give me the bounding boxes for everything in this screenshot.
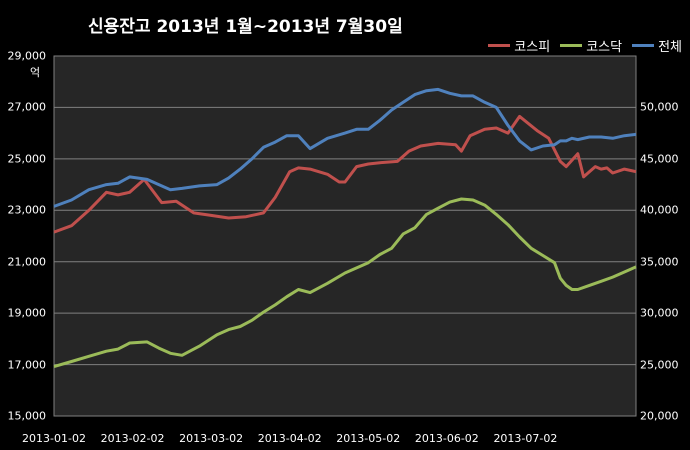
legend-item-kospi: 코스피 bbox=[488, 36, 550, 55]
left-axis-tick-label: 19,000 bbox=[7, 306, 47, 320]
x-axis-tick-label: 2013-02-02 bbox=[100, 432, 165, 445]
left-axis-tick-label: 25,000 bbox=[7, 152, 47, 166]
x-axis-tick-label: 2013-06-02 bbox=[414, 432, 479, 445]
right-axis-tick-label: 35,000 bbox=[640, 255, 679, 269]
x-axis-tick-label: 2013-03-02 bbox=[179, 432, 244, 445]
legend-label-total: 전체 bbox=[658, 40, 682, 55]
legend-item-kosdaq: 코스닥 bbox=[560, 36, 622, 55]
legend-label-kosdaq: 코스닥 bbox=[586, 40, 623, 55]
right-axis-tick-label: 20,000 bbox=[640, 409, 679, 423]
legend-swatch-kospi bbox=[488, 44, 511, 47]
x-axis-tick-label: 2013-07-02 bbox=[493, 432, 558, 445]
right-axis-tick-label: 45,000 bbox=[640, 152, 679, 166]
series-line-kosdaq bbox=[53, 197, 637, 369]
right-axis-tick-label: 40,000 bbox=[640, 203, 679, 217]
left-axis-tick-label: 27,000 bbox=[7, 100, 47, 114]
series-line-total bbox=[53, 87, 637, 208]
legend-item-total: 전체 bbox=[632, 36, 682, 55]
left-axis-tick-label: 29,000 bbox=[7, 49, 47, 63]
series-line-kospi bbox=[53, 114, 637, 234]
plot-area bbox=[53, 55, 637, 417]
legend-label-kospi: 코스피 bbox=[514, 40, 551, 55]
legend-swatch-kosdaq bbox=[560, 44, 583, 47]
right-axis-tick-label: 30,000 bbox=[640, 306, 679, 320]
x-axis-tick-label: 2013-05-02 bbox=[336, 432, 401, 445]
left-axis-tick-label: 21,000 bbox=[7, 255, 47, 269]
right-axis-tick-label: 25,000 bbox=[640, 358, 679, 372]
x-axis-tick-label: 2013-01-02 bbox=[22, 432, 86, 445]
right-axis-tick-label: 50,000 bbox=[640, 100, 679, 114]
chart-title: 신용잔고 2013년 1월~2013년 7월30일 bbox=[88, 17, 403, 37]
legend-swatch-total bbox=[632, 44, 655, 47]
left-axis-tick-label: 23,000 bbox=[7, 203, 47, 217]
left-axis-unit: 억 bbox=[30, 66, 41, 79]
left-axis-tick-label: 17,000 bbox=[7, 358, 47, 372]
legend: 코스피 코스닥 전체 bbox=[488, 36, 682, 55]
left-axis-tick-label: 15,000 bbox=[7, 409, 47, 423]
x-axis-tick-label: 2013-04-02 bbox=[257, 432, 322, 445]
